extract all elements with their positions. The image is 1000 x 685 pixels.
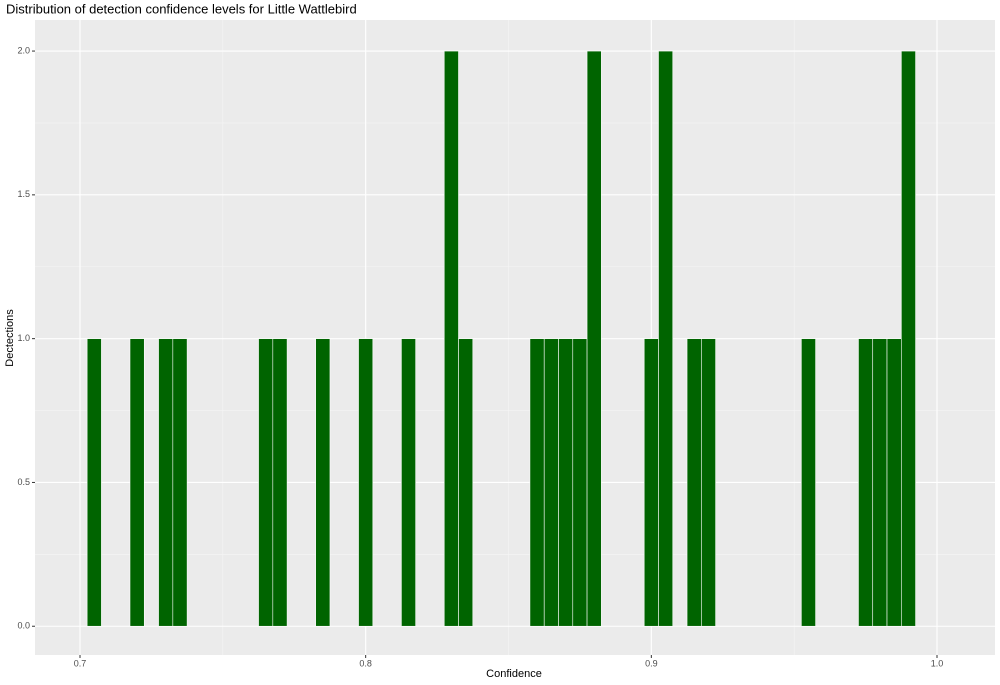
bar bbox=[529, 338, 545, 627]
bar bbox=[172, 338, 188, 627]
x-tick-label: 0.8 bbox=[359, 658, 372, 668]
bar bbox=[158, 338, 174, 627]
bar bbox=[858, 338, 874, 627]
bar bbox=[558, 338, 574, 627]
y-tick-label: 0.5 bbox=[17, 477, 30, 487]
y-tick-label: 1.0 bbox=[17, 333, 30, 343]
y-tick-label: 1.5 bbox=[17, 189, 30, 199]
bar bbox=[401, 338, 416, 627]
bar bbox=[129, 338, 145, 627]
bar bbox=[258, 338, 274, 627]
x-tick-label: 1.0 bbox=[931, 658, 944, 668]
x-tick-label: 0.7 bbox=[74, 658, 87, 668]
bar bbox=[586, 50, 602, 627]
bar bbox=[900, 50, 916, 627]
chart-title: Distribution of detection confidence lev… bbox=[6, 1, 357, 16]
bar bbox=[458, 338, 474, 627]
bar bbox=[801, 338, 816, 627]
bar bbox=[315, 338, 331, 627]
bar bbox=[443, 50, 459, 627]
bar bbox=[872, 338, 888, 627]
x-tick-label: 0.9 bbox=[645, 658, 658, 668]
bar bbox=[86, 338, 102, 627]
bar bbox=[272, 338, 288, 627]
panel bbox=[35, 20, 995, 655]
y-axis-title: Dectections bbox=[4, 309, 16, 367]
bar bbox=[543, 338, 559, 627]
y-tick-label: 0.0 bbox=[17, 621, 30, 631]
bar bbox=[686, 338, 702, 627]
bar bbox=[358, 338, 374, 627]
x-axis-title: Confidence bbox=[486, 668, 542, 680]
bar bbox=[701, 338, 716, 627]
bar bbox=[572, 338, 588, 627]
bar bbox=[643, 338, 659, 627]
bar bbox=[886, 338, 902, 627]
y-tick-label: 2.0 bbox=[17, 45, 30, 55]
bar bbox=[658, 50, 674, 627]
